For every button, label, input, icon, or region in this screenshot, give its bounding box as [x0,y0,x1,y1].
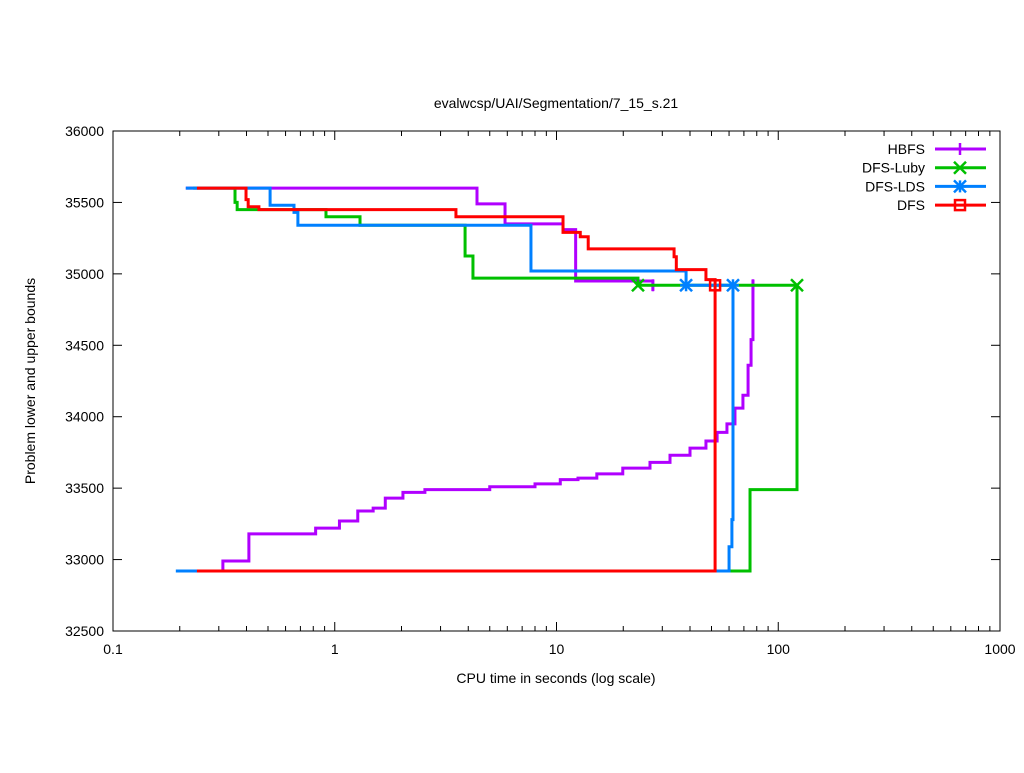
x-tick-label: 0.1 [103,641,123,657]
series-dfs-upper-bound [196,186,717,286]
y-tick-label: 33500 [65,480,104,496]
series-hbfs-lower-bound [196,279,755,573]
y-tick-label: 34000 [65,409,104,425]
legend-marker-dfs [953,198,967,212]
series-dfs [196,186,722,573]
legend-marker-hbfs [954,143,966,155]
y-tick-label: 34500 [65,337,104,353]
legend-marker-dfs-square [953,198,967,212]
legend-marker-dfs-luby-stroke [953,160,967,175]
x-axis-label: CPU time in seconds (log scale) [456,670,655,686]
x-tick-label: 1000 [984,641,1015,657]
series-dfs-luby-upper-bound [193,186,798,287]
y-axis-label: Problem lower and upper bounds [22,278,38,484]
series-dfs-lds-marker [726,278,740,293]
series-hbfs-upper-bound [185,186,655,291]
series-dfs-marker-square [708,279,722,292]
y-tick-label: 35000 [65,266,104,282]
legend-label-dfs-lds: DFS-LDS [865,178,925,194]
series-dfs-luby-marker-stroke [631,278,645,293]
legend-marker-dfs-luby [953,160,967,175]
legend-label-dfs: DFS [897,197,925,213]
series-dfs-lds-lower-bound [175,285,735,573]
series-dfs-luby-marker-stroke [790,278,804,293]
y-tick-label: 32500 [65,623,104,639]
series-dfs-lds-marker [679,278,693,293]
y-tick-label: 35500 [65,194,104,210]
legend-marker-dfs-lds-stroke [953,179,967,194]
x-tick-label: 10 [549,641,565,657]
legend: HBFS DFS-Luby DFS-LDS DFS [862,141,986,213]
plot-frame [112,130,1001,632]
legend-marker-dfs-lds [953,179,967,194]
x-tick-label: 100 [767,641,791,657]
series-dfs-lds-upper-bound [185,186,733,287]
series-dfs-luby-marker [631,278,645,293]
series-dfs-lds-marker-stroke [726,278,740,293]
y-tick-label: 33000 [65,552,104,568]
y-tick-label: 36000 [65,123,104,139]
series-dfs-lds-marker-stroke [679,278,693,293]
series-dfs-lds [175,186,740,573]
series-dfs-luby-marker [790,278,804,293]
series-hbfs [185,186,759,573]
series-dfs-marker [708,279,722,292]
series-dfs-lower-bound [196,285,717,573]
x-tick-label: 1 [331,641,339,657]
series-dfs-luby [184,186,804,573]
legend-label-dfs-luby: DFS-Luby [862,160,925,176]
chart-title: evalwcsp/UAI/Segmentation/7_15_s.21 [434,95,679,111]
legend-label-hbfs: HBFS [888,141,925,157]
series-dfs-luby-lower-bound [184,285,799,573]
